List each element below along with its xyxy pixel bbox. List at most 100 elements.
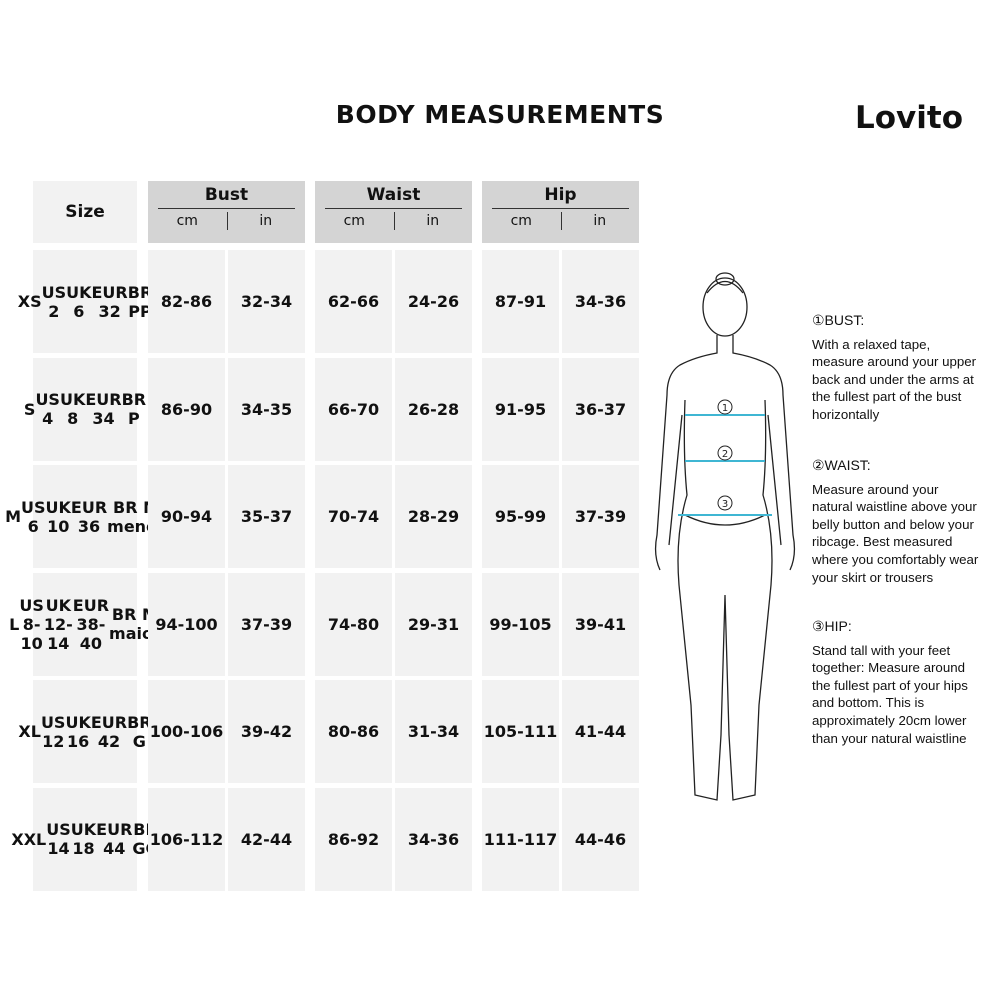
- measurement-cell: 90-94: [148, 465, 225, 568]
- size-line: L: [9, 614, 20, 634]
- measurement-cell: 80-86: [315, 680, 392, 783]
- measurement-cell: 95-99: [482, 465, 559, 568]
- size-label: L US 8-10 UK 12-14 EUR 38-40 BR M maior: [9, 572, 161, 676]
- measurement-cell: 91-95: [482, 357, 559, 461]
- measurement-cell: 35-37: [228, 465, 305, 568]
- size-line: EUR 36: [70, 497, 108, 536]
- divider: [492, 208, 629, 209]
- measurement-cell: 106-112: [148, 787, 225, 891]
- size-line: US 4: [35, 390, 60, 428]
- svg-text:2: 2: [722, 449, 728, 460]
- size-label: XXL US 14 UK 18 EUR 44 BR GG: [11, 787, 159, 891]
- measurement-cell: 111-117: [482, 787, 559, 891]
- guide-waist: ②WAIST: Measure around your natural waist…: [812, 457, 982, 586]
- size-label: XS US 2 UK 6 EUR 32 BR PP: [18, 250, 152, 353]
- measurement-cell: 44-46: [562, 787, 639, 891]
- svg-text:1: 1: [722, 403, 728, 414]
- measurement-cell: 66-70: [315, 357, 392, 461]
- size-line: XXL: [11, 829, 47, 849]
- measurement-cell: 82-86: [148, 250, 225, 353]
- measurement-cell: 37-39: [228, 572, 305, 676]
- measurement-cell: 34-35: [228, 357, 305, 461]
- group-name: Bust: [204, 185, 249, 205]
- measurement-cell: 70-74: [315, 465, 392, 568]
- size-line: US 2: [41, 282, 67, 321]
- guide-bust: ①BUST: With a relaxed tape, measure aroun…: [812, 312, 982, 424]
- measurement-cell: 99-105: [482, 572, 559, 676]
- size-line: S: [23, 399, 36, 419]
- guide-heading: ②WAIST:: [812, 457, 871, 473]
- header-hip: Hip cm in: [482, 181, 639, 243]
- measurement-cell: 34-36: [562, 250, 639, 353]
- measurement-cell: 32-34: [228, 250, 305, 353]
- body-figure-illustration: 1 2 3: [654, 272, 796, 801]
- group-name: Hip: [544, 185, 577, 205]
- measurement-cell: 74-80: [315, 572, 392, 676]
- waist-marker: [717, 445, 733, 461]
- size-label: M US 6 UK 10 EUR 36 BR M menor: [5, 465, 165, 568]
- divider: [325, 208, 462, 209]
- size-line: BR G: [127, 712, 152, 751]
- group-name: Waist: [366, 185, 421, 205]
- size-line: EUR 32: [91, 282, 128, 321]
- measurement-cell: 31-34: [395, 680, 472, 783]
- size-line: US 6: [20, 497, 46, 536]
- size-line: BR M maior: [109, 605, 161, 643]
- size-line: BR PP: [127, 282, 153, 321]
- size-line: EUR 34: [85, 390, 122, 428]
- size-line: M: [5, 507, 21, 526]
- size-line: XL: [18, 722, 41, 741]
- guide-text: Stand tall with your feet together: Meas…: [812, 642, 968, 746]
- measurement-cell: 86-92: [315, 787, 392, 891]
- divider: [158, 208, 295, 209]
- unit-cm: cm: [343, 213, 365, 229]
- measurement-cell: 62-66: [315, 250, 392, 353]
- size-line: BR P: [121, 390, 147, 428]
- size-line: UK 12-14: [43, 595, 73, 653]
- size-line: UK 18: [70, 820, 97, 858]
- size-line: UK 10: [45, 497, 71, 536]
- measuring-tape-lines: [678, 414, 772, 516]
- measurement-cell: 36-37: [562, 357, 639, 461]
- measurement-cell: 94-100: [148, 572, 225, 676]
- measurement-cell: 86-90: [148, 357, 225, 461]
- measurement-cell: 24-26: [395, 250, 472, 353]
- measurement-cell: 39-41: [562, 572, 639, 676]
- measurement-cell: 28-29: [395, 465, 472, 568]
- size-line: US 8-10: [19, 595, 44, 653]
- unit-in: in: [593, 213, 607, 229]
- divider: [226, 212, 228, 230]
- unit-cm: cm: [176, 213, 198, 229]
- size-header: Size: [33, 181, 137, 243]
- measurement-cell: 41-44: [562, 680, 639, 783]
- measurement-cell: 42-44: [228, 787, 305, 891]
- guide-hip: ③HIP: Stand tall with your feet together:…: [812, 618, 982, 747]
- size-line: UK 16: [65, 712, 91, 751]
- guide-text: Measure around your natural waistline ab…: [812, 481, 979, 585]
- header-bust: Bust cm in: [148, 181, 305, 243]
- size-label: S US 4 UK 8 EUR 34 BR P: [24, 357, 146, 461]
- hip-marker: [717, 495, 733, 511]
- size-line: EUR 38-40: [72, 595, 110, 653]
- guide-text: With a relaxed tape, measure around your…: [812, 336, 977, 422]
- divider: [560, 212, 562, 230]
- size-label: XL US 12 UK 16 EUR 42 BR G: [18, 680, 152, 783]
- brand-logo: Lovito: [855, 100, 964, 136]
- size-line: XS: [17, 292, 42, 311]
- unit-in: in: [426, 213, 440, 229]
- size-line: US 14: [46, 820, 71, 858]
- measurement-cell: 39-42: [228, 680, 305, 783]
- guide-heading: ③HIP:: [812, 618, 852, 634]
- measurement-cell: 26-28: [395, 357, 472, 461]
- size-line: EUR 42: [90, 712, 128, 751]
- measurement-cell: 87-91: [482, 250, 559, 353]
- bust-marker: [717, 399, 733, 415]
- size-line: EUR 44: [96, 820, 133, 858]
- measurement-cell: 34-36: [395, 787, 472, 891]
- measurement-cell: 100-106: [148, 680, 225, 783]
- svg-text:3: 3: [722, 499, 728, 510]
- size-line: UK 6: [66, 282, 92, 321]
- measurement-cell: 105-111: [482, 680, 559, 783]
- size-line: US 12: [40, 712, 66, 751]
- measurement-cell: 37-39: [562, 465, 639, 568]
